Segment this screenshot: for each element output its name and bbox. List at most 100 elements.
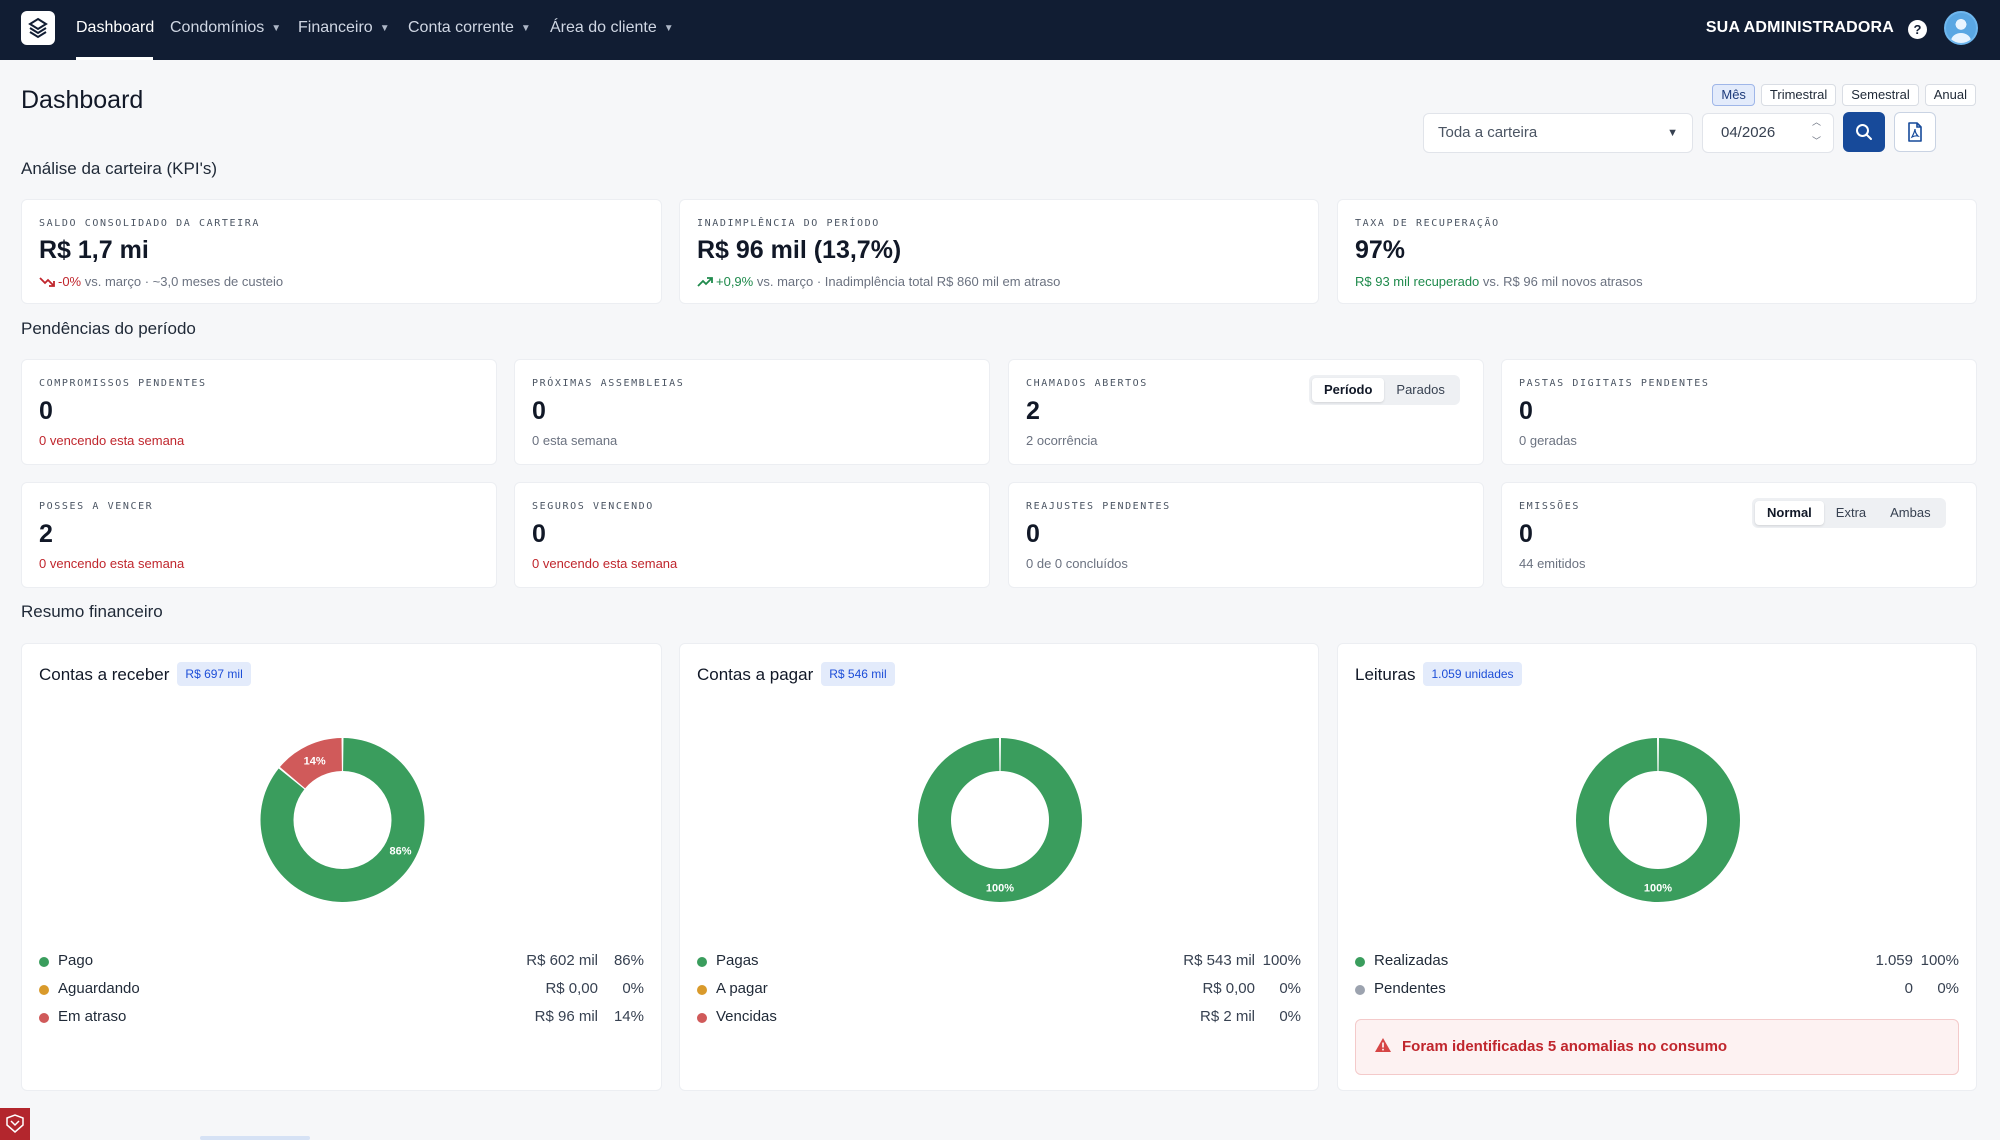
chevron-down-icon: ▼	[663, 23, 674, 34]
legend-pct: 14%	[613, 1008, 644, 1025]
legend-pct: 0%	[1279, 1008, 1301, 1025]
month-input-value: 04/2026	[1721, 124, 1776, 141]
donut-slice-pago[interactable]	[260, 738, 425, 902]
nav-condominios[interactable]: Condomínios ▼	[170, 0, 281, 60]
fin-card-pagar: Contas a pagar R$ 546 mil 100% Pagas R$ 54…	[679, 643, 1319, 1091]
avatar[interactable]	[1944, 11, 1978, 45]
period-tab-semestral[interactable]: Semestral	[1842, 84, 1919, 106]
donut-slice-label: 86%	[390, 845, 412, 857]
toggle-extra[interactable]: Extra	[1835, 505, 1867, 520]
emissoes-toggle: Normal Extra Ambas	[1752, 498, 1946, 528]
legend-dot	[697, 1013, 707, 1023]
kpi-comparison: vs. R$ 96 mil novos atrasos	[1482, 274, 1643, 289]
kpi-value: R$ 96 mil (13,7%)	[697, 236, 902, 264]
chevron-up-icon[interactable]: ︿	[1811, 117, 1821, 127]
scroll-indicator[interactable]	[200, 1136, 310, 1140]
kpi-delta: +0,9%	[716, 274, 754, 289]
legend-value: R$ 0,00	[545, 980, 598, 997]
legend-value: 0	[1904, 980, 1913, 997]
kpi-recovered: R$ 93 mil recuperado	[1355, 274, 1480, 289]
pending-card-assembleias[interactable]: PRÓXIMAS ASSEMBLEIAS 0 0 esta semana	[514, 359, 990, 465]
chevron-down-icon: ▼	[1667, 127, 1678, 139]
toggle-ambas[interactable]: Ambas	[1890, 505, 1931, 520]
legend-value: R$ 543 mil	[1183, 952, 1255, 969]
nav-area-do-cliente[interactable]: Área do cliente ▼	[550, 0, 674, 60]
fin-card-badge: R$ 697 mil	[177, 662, 251, 686]
legend-row: Pago R$ 602 mil 86%	[39, 952, 644, 972]
legend-value: 1.059	[1875, 952, 1913, 969]
legend-pct: 0%	[1279, 980, 1301, 997]
chamados-toggle: Período Parados	[1309, 375, 1460, 405]
search-button[interactable]	[1843, 112, 1885, 152]
kpi-label: SALDO CONSOLIDADO DA CARTEIRA	[39, 218, 260, 229]
pending-card-pastas[interactable]: PASTAS DIGITAIS PENDENTES 0 0 geradas	[1501, 359, 1977, 465]
pending-card-seguros[interactable]: SEGUROS VENCENDO 0 0 vencendo esta seman…	[514, 482, 990, 588]
legend-dot	[1355, 985, 1365, 995]
card-value: 0	[1026, 520, 1040, 548]
anomaly-alert[interactable]: Foram identificadas 5 anomalias no consu…	[1355, 1019, 1959, 1075]
chevron-down-icon: ▼	[271, 23, 282, 34]
donut-slice-realizadas[interactable]	[1576, 738, 1740, 902]
card-label: EMISSÕES	[1519, 501, 1580, 512]
period-tabs: Mês Trimestral Semestral Anual	[1712, 84, 1976, 106]
card-value: 0	[39, 397, 53, 425]
fin-card-badge: 1.059 unidades	[1423, 662, 1522, 686]
legend-value: R$ 602 mil	[526, 952, 598, 969]
fin-card-badge: R$ 546 mil	[821, 662, 895, 686]
fin-card-title-text: Contas a receber	[39, 665, 170, 684]
card-value: 0	[1519, 520, 1533, 548]
toggle-normal[interactable]: Normal	[1755, 501, 1824, 525]
top-navbar: Dashboard Condomínios ▼ Financeiro ▼ Conta…	[0, 0, 2000, 60]
legend-dot	[1355, 957, 1365, 967]
nav-dashboard[interactable]: Dashboard	[76, 19, 155, 36]
card-subtext: 0 vencendo esta semana	[532, 556, 678, 571]
help-icon[interactable]: ?	[1908, 20, 1927, 39]
debug-bar-icon[interactable]	[0, 1108, 30, 1140]
card-label: PASTAS DIGITAIS PENDENTES	[1519, 378, 1710, 389]
legend-row: Pagas R$ 543 mil 100%	[697, 952, 1301, 972]
kpi-card-saldo: SALDO CONSOLIDADO DA CARTEIRA R$ 1,7 mi …	[21, 199, 662, 304]
card-value: 0	[1519, 397, 1533, 425]
pending-card-compromissos[interactable]: COMPROMISSOS PENDENTES 0 0 vencendo esta…	[21, 359, 497, 465]
kpi-subtext: -0% vs. março · ~3,0 meses de custeio	[39, 274, 283, 289]
card-value: 0	[532, 397, 546, 425]
pending-card-emissoes[interactable]: EMISSÕES 0 44 emitidos Normal Extra Amba…	[1501, 482, 1977, 588]
logo-icon[interactable]	[21, 11, 55, 45]
portfolio-select[interactable]: Toda a carteira ▼	[1423, 113, 1693, 153]
export-pdf-button[interactable]	[1894, 112, 1936, 152]
kpi-subtext: +0,9% vs. março · Inadimplência total R$…	[697, 274, 1060, 289]
legend-label: Pagas	[716, 952, 759, 969]
legend-pct: 0%	[622, 980, 644, 997]
pdf-file-icon	[1908, 122, 1922, 142]
chevron-down-icon: ▼	[379, 23, 390, 34]
period-tab-anual[interactable]: Anual	[1924, 84, 1976, 106]
toggle-parados[interactable]: Parados	[1396, 382, 1445, 397]
portfolio-select-value: Toda a carteira	[1438, 124, 1538, 141]
pendencias-section-title: Pendências do período	[21, 319, 196, 338]
nav-conta-corrente[interactable]: Conta corrente ▼	[408, 0, 531, 60]
trend-up-icon	[697, 277, 713, 287]
nav-financeiro[interactable]: Financeiro ▼	[298, 0, 390, 60]
legend-row: Vencidas R$ 2 mil 0%	[697, 1008, 1301, 1028]
period-tab-mes[interactable]: Mês	[1712, 84, 1755, 106]
legend-dot	[39, 957, 49, 967]
toggle-periodo[interactable]: Período	[1312, 378, 1385, 402]
nav-active-indicator	[76, 57, 153, 60]
card-label: COMPROMISSOS PENDENTES	[39, 378, 207, 389]
org-name[interactable]: SUA ADMINISTRADORA	[1705, 19, 1894, 36]
period-tab-trimestral[interactable]: Trimestral	[1760, 84, 1837, 106]
legend-pct: 100%	[1262, 952, 1301, 969]
pending-card-posses[interactable]: POSSES A VENCER 2 0 vencendo esta semana	[21, 482, 497, 588]
donut-slice-em-atraso[interactable]	[279, 738, 342, 789]
month-input[interactable]: 04/2026 ︿ ﹀	[1702, 113, 1834, 153]
donut-slice-label: 14%	[304, 756, 326, 768]
donut-slice-pagas[interactable]	[918, 738, 1082, 902]
legend-dot	[39, 1013, 49, 1023]
fin-card-leituras: Leituras 1.059 unidades 100% Realizadas 1.…	[1337, 643, 1977, 1091]
chevron-down-icon[interactable]: ﹀	[1811, 136, 1821, 146]
kpi-card-inadimplencia: INADIMPLÊNCIA DO PERÍODO R$ 96 mil (13,7…	[679, 199, 1319, 304]
fin-card-title: Contas a pagar R$ 546 mil	[697, 662, 895, 686]
pending-card-chamados[interactable]: CHAMADOS ABERTOS 2 2 ocorrência Período …	[1008, 359, 1484, 465]
card-value: 0	[532, 520, 546, 548]
pending-card-reajustes[interactable]: REAJUSTES PENDENTES 0 0 de 0 concluídos	[1008, 482, 1484, 588]
